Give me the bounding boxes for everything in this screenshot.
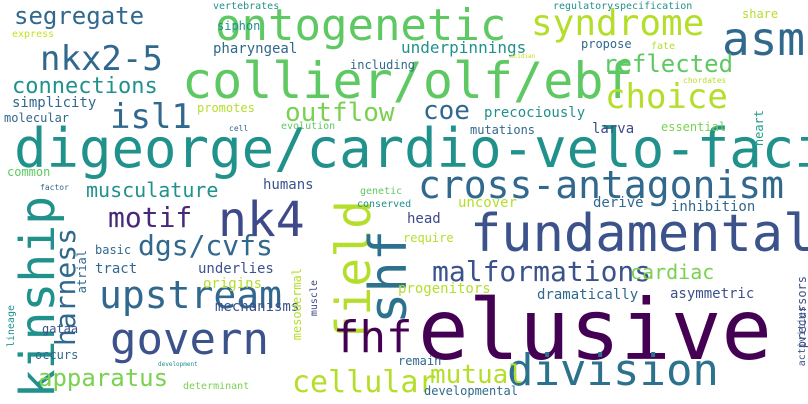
- cloud-word: inhibition: [671, 199, 756, 215]
- cloud-word: activities: [797, 306, 808, 367]
- cloud-word: precociously: [484, 105, 586, 121]
- cloud-word: origins: [203, 276, 263, 292]
- cloud-word: apparatus: [38, 364, 169, 392]
- cloud-word: nk4: [218, 192, 305, 248]
- cloud-word: segregate: [14, 2, 145, 30]
- cloud-word: developmental: [424, 384, 518, 398]
- cloud-word: gataa: [42, 322, 79, 336]
- cloud-word: underlies: [198, 261, 274, 277]
- cloud-word: propose: [581, 37, 632, 51]
- cloud-word: fhf: [333, 312, 413, 363]
- cloud-word: pharyngeal: [213, 41, 298, 57]
- cloud-word: mechanisms: [215, 299, 300, 315]
- cloud-word: digeorge/cardio-velo-facial: [14, 117, 808, 180]
- cloud-word: basic: [95, 243, 132, 257]
- cloud-word: cell: [229, 124, 249, 133]
- cloud-word: remain: [398, 354, 442, 368]
- cloud-word: nkx2-5: [40, 39, 163, 79]
- cloud-word: choice: [605, 77, 728, 117]
- cloud-word: progenitors: [398, 281, 491, 297]
- cloud-word: conserved: [357, 199, 412, 210]
- cloud-word: express: [12, 29, 55, 40]
- cloud-word: mutual: [430, 360, 524, 390]
- cloud-word: cardiac: [630, 260, 715, 284]
- cloud-word: dgs/cvfs: [138, 229, 273, 262]
- cloud-word: heart: [752, 110, 766, 147]
- cloud-word: siphon: [217, 19, 261, 33]
- cloud-word: lineage: [6, 305, 17, 348]
- cloud-word: promotes: [197, 101, 255, 115]
- cloud-word: underpinnings: [401, 38, 527, 57]
- cloud-word: atrial: [75, 250, 89, 294]
- cloud-word: motif: [108, 201, 193, 234]
- cloud-word: factor: [40, 183, 69, 192]
- cloud-word: dramatically: [537, 287, 639, 303]
- cloud-word: elusive: [418, 281, 773, 379]
- cloud-word: require: [403, 231, 454, 245]
- cloud-word: musculature: [86, 178, 219, 202]
- cloud-word: chordates: [683, 76, 727, 85]
- cloud-word: regulatory: [553, 1, 614, 12]
- cloud-word: asymmetric: [670, 286, 755, 302]
- cloud-word: govern: [110, 314, 269, 365]
- cloud-word: humans: [263, 177, 314, 193]
- cloud-word: connections: [12, 74, 158, 99]
- cloud-word: specification: [614, 1, 693, 12]
- cloud-word: simplicity: [12, 95, 97, 111]
- cloud-word: muscle: [309, 280, 320, 317]
- cloud-word: syndrome: [531, 3, 705, 44]
- cloud-word: coe: [423, 96, 470, 126]
- cloud-word: share: [742, 7, 779, 21]
- cloud-word: head: [407, 211, 441, 227]
- cloud-word: determinant: [183, 381, 250, 392]
- cloud-word: fate: [651, 41, 676, 52]
- cloud-word: outflow: [285, 98, 395, 128]
- cloud-word: tract: [95, 261, 138, 277]
- cloud-word: mesodermal: [290, 268, 304, 341]
- cloud-word: evolution: [281, 121, 336, 132]
- cloud-word: upstream: [99, 273, 283, 317]
- cloud-word: acidian: [510, 53, 536, 60]
- cloud-word: cellular: [292, 365, 437, 400]
- cloud-word: collier/olf/ebf: [182, 52, 634, 110]
- cloud-word: genetic: [360, 186, 403, 197]
- cloud-word: asm: [722, 12, 806, 66]
- cloud-word: cross-antagonism: [418, 163, 785, 207]
- cloud-word: common: [7, 165, 51, 179]
- cloud-word: mutations: [470, 123, 536, 137]
- cloud-word: derive: [593, 195, 644, 211]
- cloud-word: isl1: [110, 97, 192, 137]
- cloud-word: including: [350, 58, 416, 72]
- cloud-word: development: [158, 361, 198, 368]
- cloud-word: division: [507, 345, 719, 396]
- cloud-word: occurs: [35, 348, 79, 362]
- cloud-word: molecular: [4, 111, 70, 125]
- cloud-word: fundamental: [470, 204, 808, 264]
- cloud-word: ontogenetic: [215, 0, 507, 51]
- cloud-word: vertebrates: [213, 1, 280, 12]
- cloud-word: larva: [592, 121, 635, 137]
- cloud-word: malformations: [432, 255, 652, 288]
- cloud-word: reflected: [603, 50, 734, 78]
- cloud-word: uncover: [458, 195, 518, 211]
- cloud-word: essential: [661, 120, 727, 134]
